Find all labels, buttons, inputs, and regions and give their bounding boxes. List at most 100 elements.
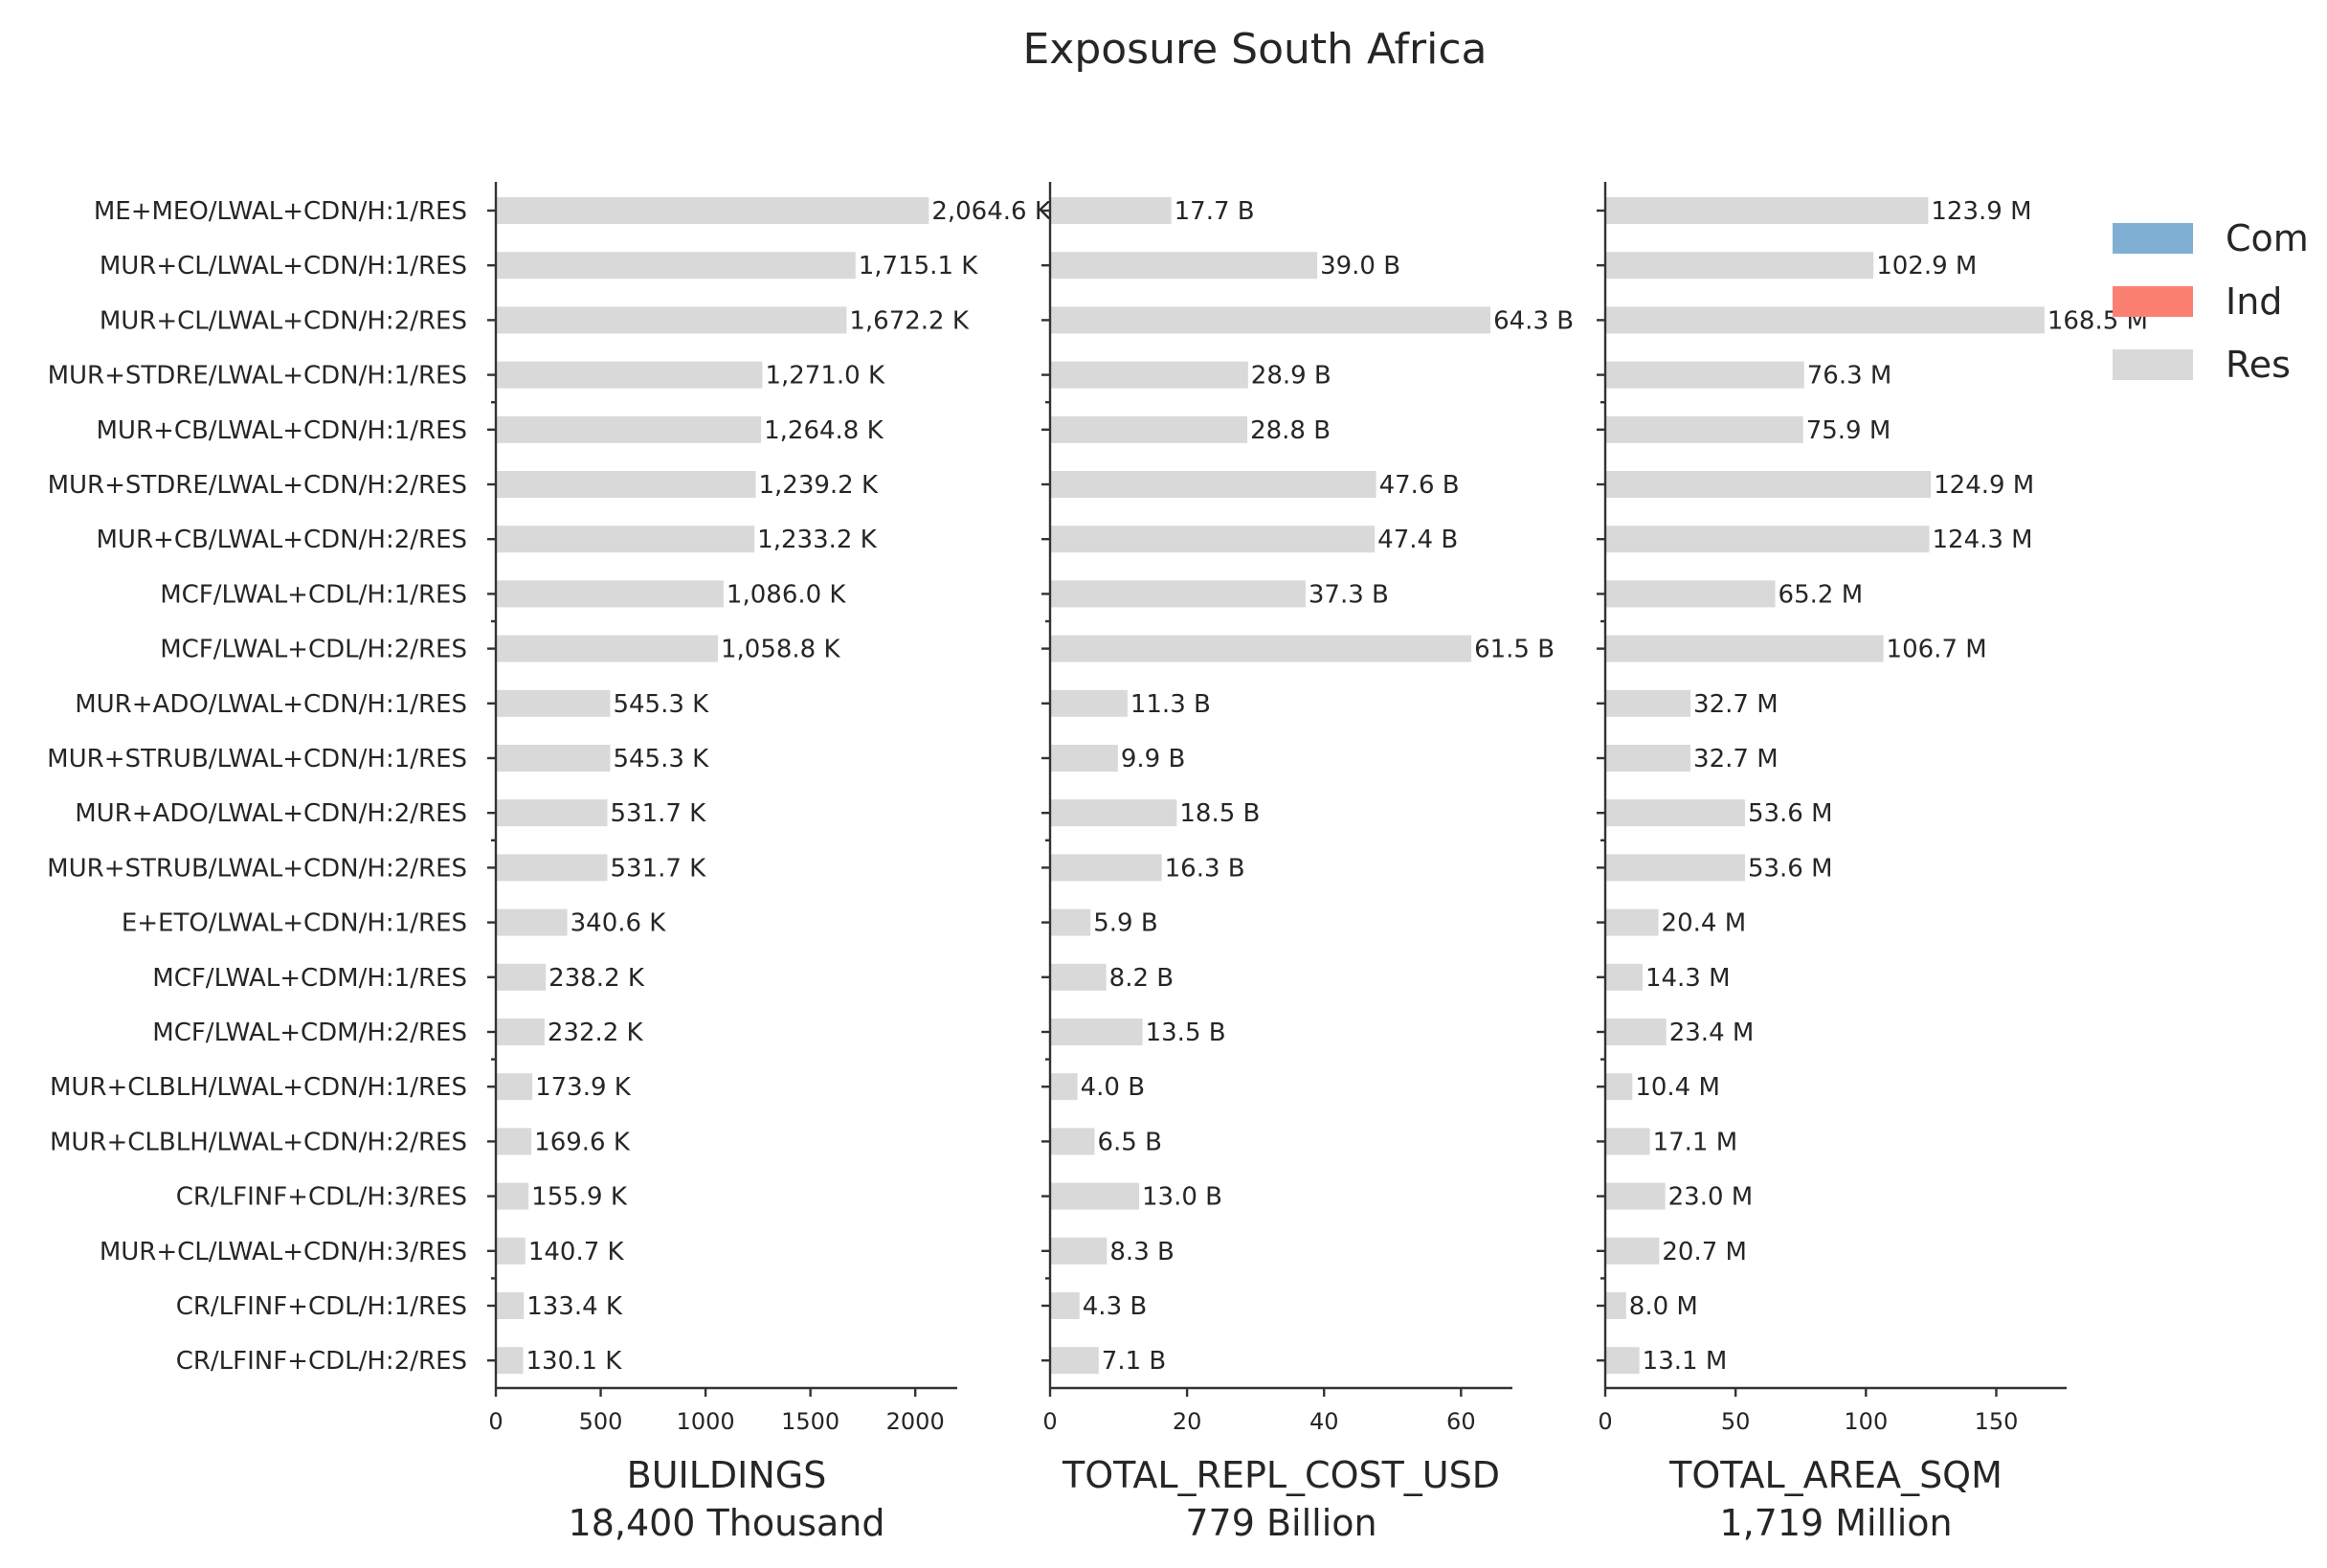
bar (1050, 1182, 1140, 1210)
x-axis-label: TOTAL_REPL_COST_USD (1062, 1454, 1500, 1496)
bar (1050, 415, 1248, 443)
bar (1605, 1073, 1633, 1101)
legend-swatch (2113, 223, 2193, 254)
bar (496, 1128, 532, 1155)
bar (1050, 306, 1491, 334)
bar (496, 854, 608, 882)
bar (1050, 471, 1376, 498)
legend: Com Ind Res (2113, 217, 2309, 386)
bar-value-label: 23.0 M (1668, 1183, 1754, 1212)
bar-value-label: 545.3 K (613, 690, 709, 719)
bar (496, 197, 929, 224)
bar-value-label: 106.7 M (1887, 636, 1987, 664)
bar-value-label: 65.2 M (1779, 580, 1864, 609)
bar-value-label: 20.4 M (1662, 909, 1747, 938)
bar (1050, 526, 1376, 553)
bar-value-label: 9.9 B (1121, 745, 1185, 773)
bar-value-label: 1,233.2 K (757, 526, 878, 554)
category-label: E+ETO/LWAL+CDN/H:1/RES (122, 909, 467, 938)
bar (1605, 526, 1930, 553)
bar-value-label: 232.2 K (548, 1019, 644, 1047)
bar (496, 799, 608, 827)
category-label: MUR+CL/LWAL+CDN/H:3/RES (100, 1238, 467, 1266)
bar-value-label: 8.2 B (1109, 964, 1174, 993)
bar-value-label: 17.7 B (1175, 197, 1255, 226)
bar (1050, 580, 1306, 608)
bar (1050, 635, 1472, 662)
bar-value-label: 28.8 B (1250, 416, 1331, 445)
category-label: MUR+CL/LWAL+CDN/H:2/RES (100, 306, 467, 335)
bar (1050, 1128, 1095, 1155)
bar (1050, 1073, 1078, 1101)
bar-value-label: 133.4 K (526, 1292, 623, 1321)
legend-swatch (2113, 286, 2193, 317)
bar (496, 580, 724, 608)
bar-value-label: 130.1 K (526, 1347, 623, 1376)
bar (496, 908, 568, 936)
bar (1605, 745, 1691, 772)
x-tick-label: 500 (579, 1408, 623, 1435)
bar-value-label: 7.1 B (1102, 1347, 1166, 1376)
x-tick-label: 0 (1042, 1408, 1057, 1435)
bar-value-label: 13.5 B (1146, 1019, 1226, 1047)
bar (496, 415, 762, 443)
bar (496, 1292, 525, 1319)
category-label: MCF/LWAL+CDL/H:2/RES (160, 636, 467, 664)
bar (1050, 1237, 1108, 1265)
bar-value-label: 340.6 K (571, 909, 667, 938)
bar (496, 689, 611, 717)
bar (1050, 745, 1118, 772)
category-label: CR/LFINF+CDL/H:3/RES (176, 1183, 467, 1212)
x-axis-total: 779 Billion (1185, 1502, 1376, 1544)
bar-value-label: 16.3 B (1165, 854, 1245, 883)
x-axis-total: 1,719 Million (1719, 1502, 1952, 1544)
x-tick-label: 150 (1975, 1408, 2019, 1435)
bar-value-label: 32.7 M (1693, 745, 1779, 773)
bar (496, 963, 547, 991)
x-axis-total: 18,400 Thousand (569, 1502, 885, 1544)
category-label: MUR+CL/LWAL+CDN/H:1/RES (100, 252, 467, 280)
panel-total-repl-cost-usd: 17.7 B 39.0 B 64.3 B 28.9 B 28.8 B 47.6 B 47.4… (1041, 182, 1574, 1544)
bar-value-label: 531.7 K (610, 854, 706, 883)
bar-value-label: 124.3 M (1932, 526, 2032, 554)
x-tick-label: 40 (1309, 1408, 1339, 1435)
legend-label: Com (2226, 217, 2309, 259)
bar-value-label: 47.4 B (1377, 526, 1458, 554)
bar (1605, 799, 1745, 827)
legend-label: Res (2226, 344, 2291, 386)
category-label: MUR+CB/LWAL+CDN/H:2/RES (97, 526, 468, 554)
bar (1605, 471, 1932, 498)
bar-value-label: 47.6 B (1379, 471, 1460, 500)
bar (496, 526, 755, 553)
bar (1605, 1292, 1626, 1319)
x-tick-label: 0 (1598, 1408, 1612, 1435)
bar (1050, 799, 1177, 827)
bar-value-label: 2,064.6 K (931, 197, 1052, 226)
bar (1605, 580, 1776, 608)
bar-value-label: 11.3 B (1130, 690, 1211, 719)
bar (496, 471, 756, 498)
x-tick-label: 20 (1173, 1408, 1202, 1435)
bar (1050, 252, 1318, 280)
panel-buildings: 2,064.6 K 1,715.1 K 1,672.2 K 1,271.0 K 1,26… (487, 182, 1052, 1544)
bar-value-label: 1,239.2 K (758, 471, 879, 500)
bar (1050, 1019, 1143, 1045)
bar-value-label: 76.3 M (1807, 362, 1892, 391)
bar (1050, 689, 1128, 717)
bar-value-label: 6.5 B (1098, 1128, 1162, 1156)
bar (496, 252, 856, 280)
bar-value-label: 17.1 M (1653, 1128, 1738, 1156)
bar-value-label: 169.6 K (534, 1128, 631, 1156)
bar-value-label: 14.3 M (1645, 964, 1731, 993)
category-label: MUR+STRUB/LWAL+CDN/H:1/RES (47, 745, 467, 773)
bar-value-label: 1,672.2 K (849, 306, 970, 335)
bar (1050, 908, 1091, 936)
bar-value-label: 37.3 B (1309, 580, 1389, 609)
legend-label: Ind (2226, 280, 2282, 323)
bar (1605, 1237, 1660, 1265)
bar-value-label: 124.9 M (1934, 471, 2034, 500)
category-label: MUR+CLBLH/LWAL+CDN/H:2/RES (50, 1128, 467, 1156)
category-label: CR/LFINF+CDL/H:2/RES (176, 1347, 467, 1376)
bar-value-label: 61.5 B (1474, 636, 1555, 664)
